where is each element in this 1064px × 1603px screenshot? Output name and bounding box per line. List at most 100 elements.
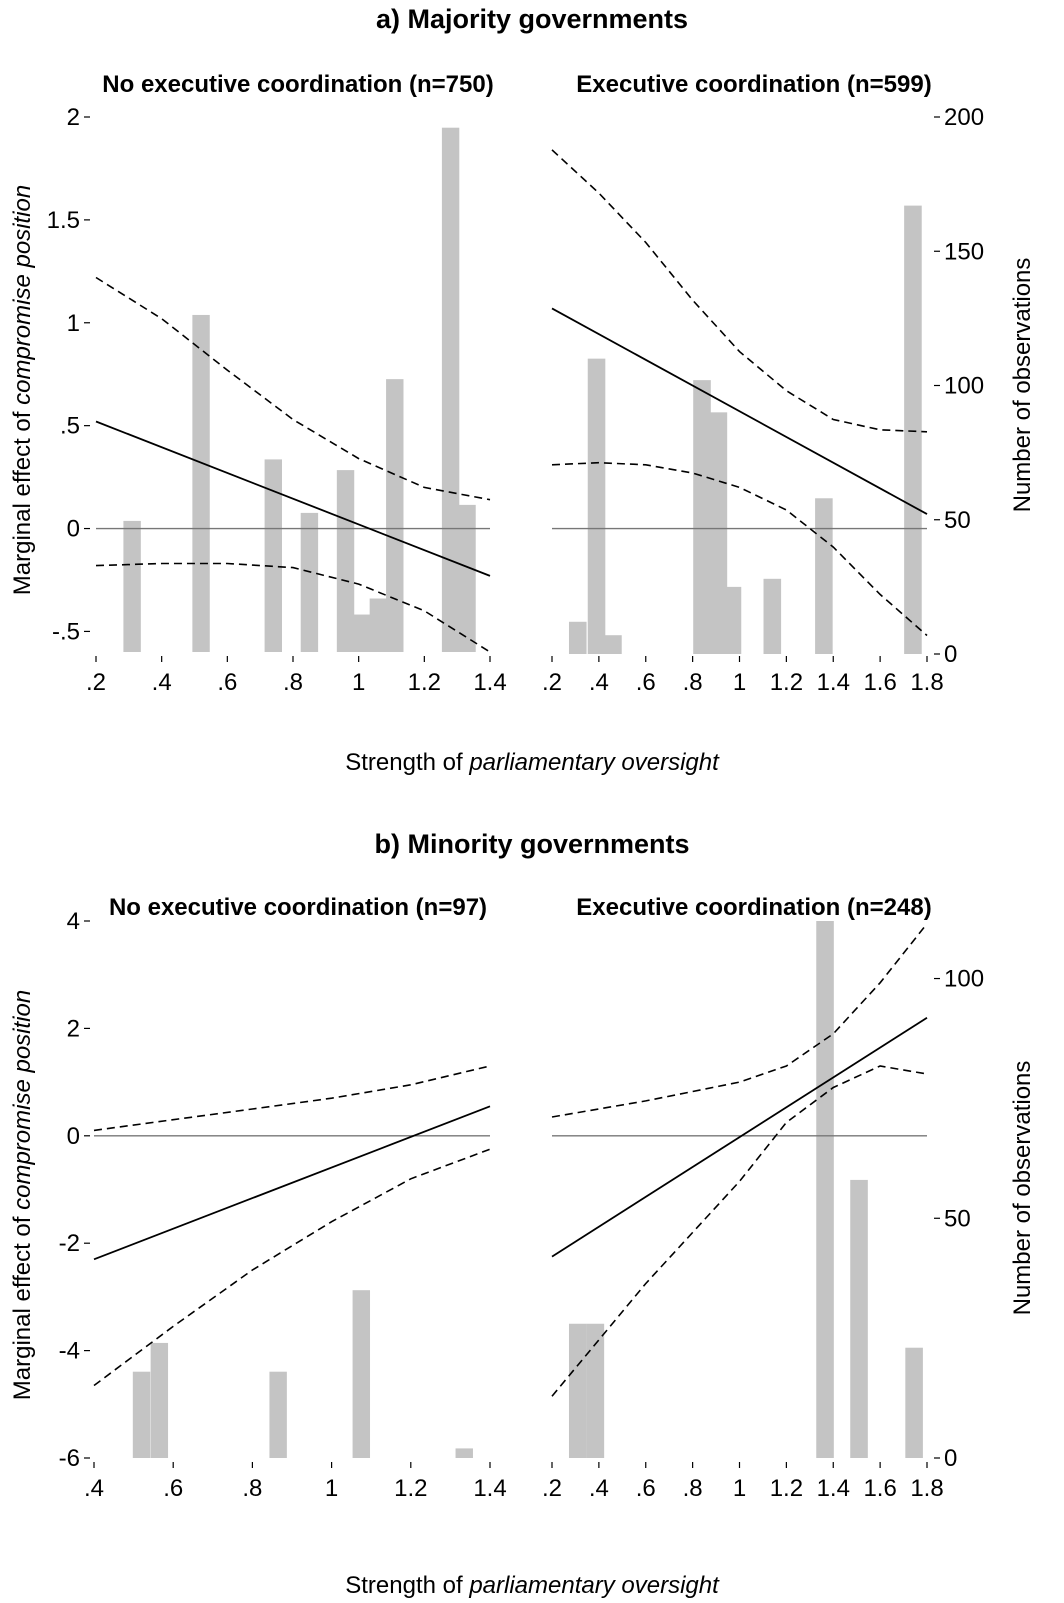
x-tick-label: .8 xyxy=(283,669,303,696)
x-tick-label: .4 xyxy=(589,669,609,696)
subplot-a-left-title: No executive coordination (n=750) xyxy=(102,71,493,98)
x-tick-label: 1.6 xyxy=(863,669,896,696)
x-tick-label: .6 xyxy=(636,669,656,696)
x-axis-label-b-italic: parliamentary oversight xyxy=(468,1572,720,1599)
x-tick-label: 1 xyxy=(733,1475,746,1502)
ci-upper-line xyxy=(95,276,491,501)
histogram-bar xyxy=(369,598,388,652)
y-tick-label: 0 xyxy=(67,1123,80,1150)
x-tick-label: 1.4 xyxy=(473,669,506,696)
y-tick-label: 1.5 xyxy=(47,207,80,234)
y-tick-label: 0 xyxy=(944,641,957,668)
plot-a-right: .2 .4 .6 .8 1 1.2 1.4 1.6 1.80 50 100 150 200 xyxy=(542,104,984,696)
x-tick-label: 1.2 xyxy=(394,1475,427,1502)
x-tick-label: 1.8 xyxy=(910,1475,943,1502)
ci-lower-line xyxy=(551,1065,928,1397)
ci-upper-line xyxy=(93,1065,491,1132)
y-axis-label-a-left-italic: compromise position xyxy=(9,185,36,405)
marginal-effect-line xyxy=(93,1105,491,1261)
marginal-effect-line xyxy=(551,307,928,515)
x-tick-label: 1.4 xyxy=(473,1475,506,1502)
x-tick-label: 1.2 xyxy=(408,669,441,696)
y-tick-label: 100 xyxy=(944,373,984,400)
y-axis-label-b-left-italic: compromise position xyxy=(9,990,36,1210)
y-axis-label-a-right: Number of observations xyxy=(1009,258,1036,513)
x-tick-label: .6 xyxy=(163,1475,183,1502)
y-tick-label: -4 xyxy=(59,1338,80,1365)
histogram-bar xyxy=(269,1371,287,1458)
y-tick-label: .5 xyxy=(60,413,80,440)
y-tick-label: -2 xyxy=(59,1230,80,1257)
x-tick-label: 1 xyxy=(733,669,746,696)
y-tick-label: 150 xyxy=(944,238,984,265)
plot-b-left: .4 .6 .8 1 1.2 1.4 -6 -4 -2 0 2 4 xyxy=(59,908,507,1502)
histogram-bar xyxy=(905,1347,923,1458)
x-tick-label: .6 xyxy=(636,1475,656,1502)
y-tick-label: 1 xyxy=(67,310,80,337)
x-tick-label: .8 xyxy=(683,669,703,696)
histogram-bar xyxy=(300,512,319,652)
marginal-effect-line xyxy=(551,1016,928,1258)
y-tick-label: -6 xyxy=(59,1445,80,1472)
y-axis-label-b-left: Marginal effect of compromise position xyxy=(9,990,36,1400)
y-tick-label: 50 xyxy=(944,1205,971,1232)
panel-b-title: b) Minority governments xyxy=(374,829,689,859)
histogram-bar xyxy=(850,1179,868,1458)
x-tick-label: 1.4 xyxy=(817,1475,850,1502)
histogram-bar xyxy=(709,412,728,654)
y-tick-label: 100 xyxy=(944,966,984,993)
y-tick-label: 0 xyxy=(67,516,80,543)
x-tick-label: 1 xyxy=(352,669,365,696)
x-axis-label-b-prefix: Strength of xyxy=(345,1572,469,1599)
histogram-bar xyxy=(587,358,606,654)
histogram-bar xyxy=(353,614,371,652)
histogram-bar xyxy=(568,1323,587,1458)
x-tick-label: .4 xyxy=(152,669,172,696)
x-tick-label: .4 xyxy=(84,1475,104,1502)
x-tick-label: 1.6 xyxy=(863,1475,896,1502)
x-tick-label: .4 xyxy=(589,1475,609,1502)
histogram-bar xyxy=(192,314,210,652)
ci-upper-line xyxy=(551,923,928,1118)
plot-b-right: .2 .4 .6 .8 1 1.2 1.4 1.6 1.80 50 100 xyxy=(542,921,984,1502)
subplot-b-right-title: Executive coordination (n=248) xyxy=(576,894,931,921)
histogram-bar xyxy=(693,380,711,654)
y-axis-label-a-left: Marginal effect of compromise position xyxy=(9,185,36,595)
histogram-bar xyxy=(904,205,922,655)
ci-lower-line xyxy=(93,1148,491,1387)
histogram-bar xyxy=(723,586,742,654)
x-axis-label-a-italic: parliamentary oversight xyxy=(468,749,720,776)
y-tick-label: 0 xyxy=(944,1445,957,1472)
x-axis-label-a-prefix: Strength of xyxy=(345,749,469,776)
histogram-bar xyxy=(815,498,833,654)
subplot-b-left-title: No executive coordination (n=97) xyxy=(109,894,487,921)
y-axis-label-b-left-prefix: Marginal effect of xyxy=(9,1210,36,1400)
panel-a-title: a) Majority governments xyxy=(376,4,688,34)
y-tick-label: 200 xyxy=(944,104,984,131)
plot-a-left: .2 .4 .6 .8 1 1.2 1.4 -.5 0 .5 1 1.5 2 xyxy=(47,104,507,696)
x-tick-label: 1.2 xyxy=(770,669,803,696)
histogram-bar xyxy=(264,459,283,652)
x-axis-label-a: Strength of parliamentary oversight xyxy=(345,749,720,776)
y-tick-label: 4 xyxy=(67,908,80,935)
y-tick-label: 50 xyxy=(944,507,971,534)
histogram-bar xyxy=(604,635,622,654)
x-tick-label: 1.2 xyxy=(770,1475,803,1502)
x-tick-label: .2 xyxy=(542,669,562,696)
subplot-a-right-title: Executive coordination (n=599) xyxy=(576,71,931,98)
y-tick-label: 2 xyxy=(67,1015,80,1042)
histogram-bar xyxy=(763,578,782,654)
x-tick-label: .2 xyxy=(542,1475,562,1502)
histogram-bar xyxy=(816,921,834,1458)
y-tick-label: -.5 xyxy=(52,618,80,645)
y-tick-label: 2 xyxy=(67,104,80,131)
x-tick-label: 1.8 xyxy=(910,669,943,696)
histogram-bar xyxy=(150,1342,169,1458)
ci-lower-line xyxy=(95,562,491,653)
histogram-bar xyxy=(132,1371,151,1458)
histogram-bar xyxy=(568,621,587,654)
y-axis-label-a-left-prefix: Marginal effect of xyxy=(9,405,36,595)
x-tick-label: 1 xyxy=(325,1475,338,1502)
x-axis-label-b: Strength of parliamentary oversight xyxy=(345,1572,720,1599)
